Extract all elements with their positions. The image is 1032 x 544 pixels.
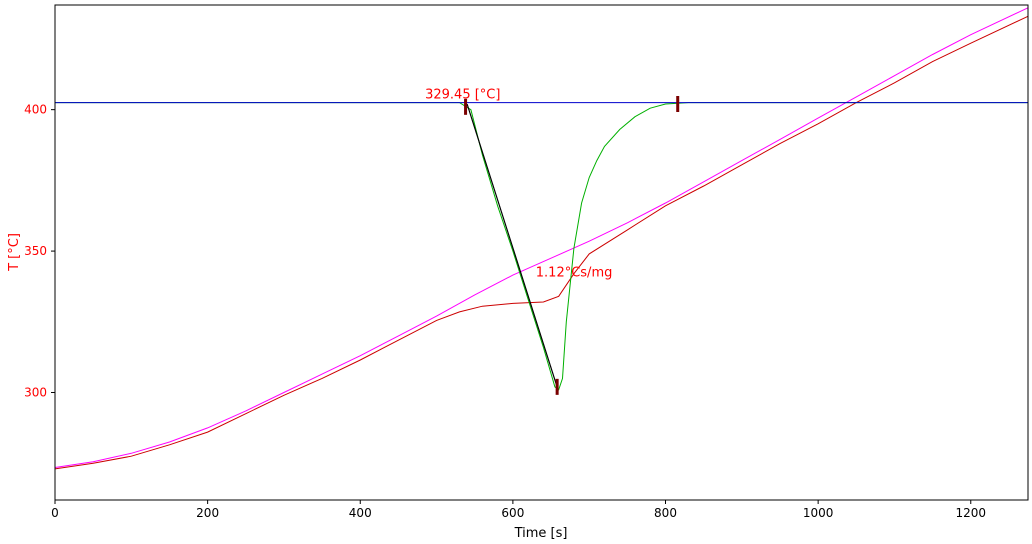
x-tick-label: 200 (196, 506, 219, 520)
series-line-2 (55, 102, 1028, 391)
y-axis-title: T [°C] (7, 233, 22, 272)
x-tick-label: 600 (501, 506, 524, 520)
x-tick-label: 800 (654, 506, 677, 520)
x-tick-label: 1200 (955, 506, 986, 520)
x-tick-label: 0 (51, 506, 59, 520)
event-marker (676, 96, 680, 112)
y-tick-label: 400 (24, 103, 47, 117)
x-axis-title: Time [s] (514, 526, 568, 541)
annotation-label: 1.12°Cs/mg (536, 266, 613, 281)
axes: 0 200 400 600 800 1000 1200 300 350 400 (24, 4, 1029, 520)
x-tick-label: 1000 (803, 506, 834, 520)
x-tick-label: 400 (349, 506, 372, 520)
series-line-4 (466, 103, 558, 388)
plot-frame (54, 4, 1029, 501)
plot-area: 329.45 [°C] 1.12°Cs/mg (54, 7, 1029, 470)
series-line-1 (54, 15, 1029, 470)
event-marker (555, 378, 559, 395)
event-marker (464, 98, 468, 115)
y-tick-label: 300 (24, 386, 47, 400)
annotation-label: 329.45 [°C] (425, 87, 500, 102)
series-line-0 (54, 7, 1029, 468)
y-tick-label: 350 (24, 244, 47, 258)
